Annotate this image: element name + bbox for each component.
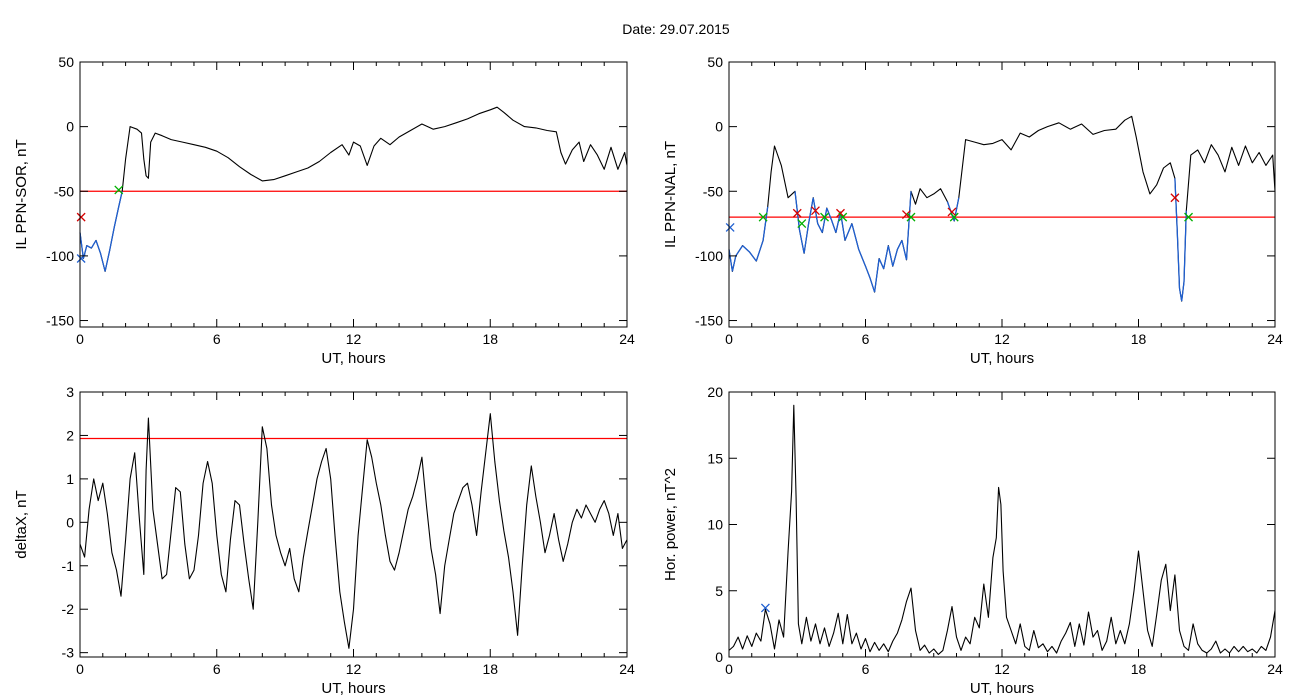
x-tick-label: 6	[213, 661, 221, 677]
y-axis-label: IL PPN-SOR, nT	[13, 139, 30, 249]
marker-cross-blue	[760, 603, 770, 613]
series-line	[79, 106, 628, 272]
x-axis-label: UT, hours	[970, 680, 1034, 697]
y-tick-label: -2	[62, 601, 75, 617]
x-tick-label: 18	[482, 661, 498, 677]
marker-cross-green	[949, 212, 959, 222]
x-tick-label: 0	[76, 661, 84, 677]
x-tick-label: 24	[619, 331, 635, 347]
x-tick-label: 0	[725, 331, 733, 347]
marker-cross-green	[906, 212, 916, 222]
y-tick-label: -100	[46, 248, 74, 264]
x-axis-label: UT, hours	[321, 350, 385, 367]
marker-cross-green	[797, 219, 807, 229]
y-tick-label: -50	[54, 183, 74, 199]
x-tick-label: 12	[994, 331, 1010, 347]
panel-deltax: 0 6 12 18 24 3 2 1 0 -1 -2 -3 UT, hours deltaX, nT	[13, 384, 635, 697]
marker-cross-green	[820, 212, 830, 222]
x-tick-label: 12	[346, 661, 362, 677]
x-tick-label: 18	[482, 331, 498, 347]
marker-cross-green	[1184, 212, 1194, 222]
series-line	[728, 404, 1276, 655]
y-tick-label: 3	[66, 384, 74, 400]
marker-cross-red	[76, 212, 86, 222]
x-tick-label: 18	[1131, 331, 1147, 347]
marker-cross-green	[114, 185, 124, 195]
y-tick-label: 0	[66, 119, 74, 135]
marker-cross-red	[810, 206, 820, 216]
marker-cross-blue	[725, 223, 735, 232]
y-tick-label: -150	[695, 313, 723, 329]
x-tick-label: 12	[994, 661, 1010, 677]
y-axis-label: Hor. power, nT^2	[662, 468, 679, 581]
x-tick-label: 6	[862, 661, 870, 677]
y-tick-label: 50	[58, 54, 74, 70]
x-tick-label: 24	[1267, 331, 1283, 347]
x-tick-label: 12	[346, 331, 362, 347]
x-tick-label: 24	[1267, 661, 1283, 677]
x-tick-label: 6	[862, 331, 870, 347]
y-tick-label: 0	[715, 649, 723, 665]
y-tick-label: 2	[66, 427, 74, 443]
x-axis-label: UT, hours	[321, 680, 385, 697]
y-tick-label: 0	[66, 514, 74, 530]
panel-hor-power: 0 6 12 18 24 20 15 10 5 0 UT, hours Hor. power, nT^…	[662, 384, 1283, 697]
y-tick-label: 15	[707, 450, 723, 466]
marker-cross-red	[947, 207, 957, 217]
y-tick-label: 20	[707, 384, 723, 400]
x-tick-label: 0	[76, 331, 84, 347]
marker-cross-red	[1170, 193, 1180, 203]
plot-frame	[79, 391, 628, 658]
y-tick-label: -3	[62, 645, 75, 661]
marker-cross-green	[838, 212, 848, 222]
figure-title: Date: 29.07.2015	[622, 21, 730, 37]
y-axis-label: IL PPN-NAL, nT	[662, 141, 679, 248]
y-tick-label: -100	[695, 248, 723, 264]
y-tick-label: -150	[46, 313, 74, 329]
y-tick-label: -50	[703, 183, 723, 199]
x-tick-label: 18	[1131, 661, 1147, 677]
marker-cross-red	[792, 208, 802, 218]
y-tick-label: 1	[66, 471, 74, 487]
panel-il-ppn-nal: 0 6 12 18 24 50 0 -50 -100 -150 UT, hours IL PPN-NA…	[662, 54, 1283, 367]
x-tick-label: 0	[725, 661, 733, 677]
y-axis-label: deltaX, nT	[13, 490, 30, 558]
marker-cross-green	[758, 212, 768, 222]
x-tick-label: 24	[619, 661, 635, 677]
y-tick-label: -1	[62, 558, 75, 574]
x-tick-label: 6	[213, 331, 221, 347]
below-threshold-line	[79, 191, 123, 272]
panel-il-ppn-sor: 0 6 12 18 24 50 0 -50 -100 -150 UT, hours IL PPN-SO…	[13, 54, 635, 367]
y-tick-label: 5	[715, 583, 723, 599]
x-axis-label: UT, hours	[970, 350, 1034, 367]
plot-frame	[728, 61, 1276, 328]
plot-frame	[79, 61, 628, 328]
y-tick-label: 50	[707, 54, 723, 70]
series-line	[79, 413, 628, 649]
y-tick-label: 10	[707, 517, 723, 533]
below-threshold-line	[728, 178, 1187, 302]
y-tick-label: 0	[715, 119, 723, 135]
marker-cross-red	[901, 210, 911, 219]
